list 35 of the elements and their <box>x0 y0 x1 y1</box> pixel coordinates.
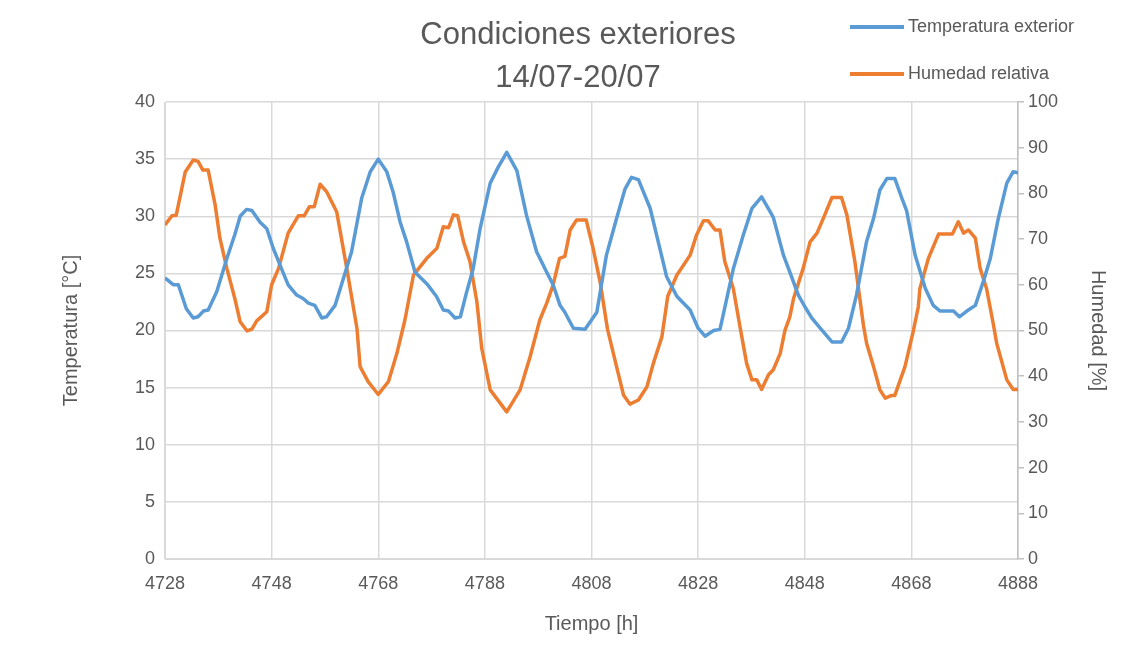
x-tick-label: 4768 <box>358 572 399 593</box>
chart-title: Condiciones exteriores 14/07-20/07 <box>419 15 737 96</box>
y-tick-label: 5 <box>144 490 155 511</box>
x-tick-label: 4828 <box>678 572 719 593</box>
y-tick-label: 20 <box>134 319 155 340</box>
y2-tick-label: 20 <box>1028 456 1049 477</box>
y-axis-title: Temperatura [°C] <box>58 254 81 407</box>
y2-tick-label: 0 <box>1028 547 1039 568</box>
legend-label: Temperatura exterior <box>907 16 1074 37</box>
y2-tick-label: 80 <box>1028 182 1049 203</box>
x-tick-label: 4888 <box>997 572 1039 593</box>
y-tick-label: 35 <box>134 148 155 169</box>
y-tick-label: 10 <box>134 433 155 454</box>
y2-tick-label: 60 <box>1028 273 1049 294</box>
y2-tick-label: 50 <box>1028 319 1049 340</box>
y-tick-label: 40 <box>134 90 155 111</box>
y2-tick-label: 10 <box>1028 502 1049 523</box>
y2-tick-label: 70 <box>1028 228 1049 249</box>
x-tick-label: 4728 <box>144 572 186 593</box>
y2-tick-label: 30 <box>1028 410 1049 431</box>
y-tick-label: 25 <box>134 262 155 283</box>
y2-tick-label: 100 <box>1028 90 1059 111</box>
x-tick-label: 4868 <box>891 572 932 593</box>
y-tick-label: 30 <box>134 205 155 226</box>
y-tick-label: 15 <box>134 376 155 397</box>
legend-label: Humedad relativa <box>907 63 1049 84</box>
x-tick-label: 4808 <box>571 572 612 593</box>
x-tick-label: 4848 <box>784 572 825 593</box>
x-tick-label: 4788 <box>464 572 505 593</box>
y2-tick-label: 40 <box>1028 365 1049 386</box>
x-tick-label: 4748 <box>251 572 292 593</box>
y2-tick-label: 90 <box>1028 136 1049 157</box>
x-axis-title: Tiempo [h] <box>544 611 639 634</box>
y2-axis-title: Humedad [%] <box>1088 269 1111 392</box>
y-tick-label: 0 <box>144 547 155 568</box>
